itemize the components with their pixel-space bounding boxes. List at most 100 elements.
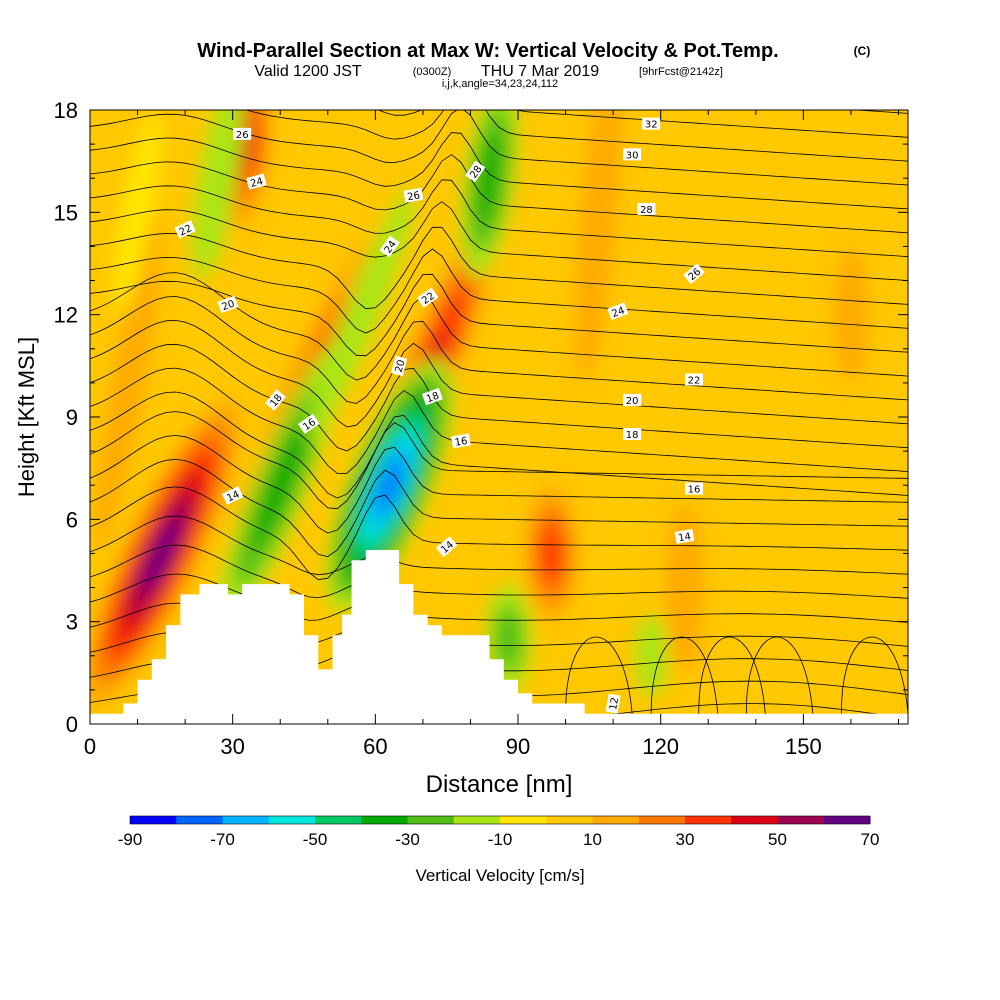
contour-label: 20 <box>391 355 408 377</box>
contour-label: 16 <box>451 433 471 449</box>
isentrope-line <box>90 296 908 404</box>
colorbar-swatch <box>546 816 593 824</box>
colorbar-swatch <box>592 816 640 824</box>
colorbar-swatch <box>407 816 455 824</box>
contour-label-text: 30 <box>626 150 639 161</box>
contour-label-text: 18 <box>425 391 441 406</box>
isentrope-line <box>90 435 908 534</box>
isentrope-line <box>90 110 908 186</box>
contour-label: 16 <box>684 482 703 496</box>
x-tick-label: 150 <box>785 734 822 759</box>
contour-label-text: 24 <box>249 176 264 190</box>
updraft-cell-6 <box>665 502 704 673</box>
contour-label: 20 <box>217 295 239 314</box>
x-axis-label: Distance [nm] <box>426 771 573 798</box>
y-tick-label: 6 <box>66 507 78 532</box>
contour-label-bg <box>421 387 443 406</box>
contour-label-text: 20 <box>221 298 237 313</box>
contour-label-bg <box>174 220 196 239</box>
contour-label-text: 20 <box>626 396 639 407</box>
isentrope-line <box>90 201 908 281</box>
colorbar-tick-label: -70 <box>210 830 235 849</box>
colorbar-tick-label: 10 <box>583 830 602 849</box>
contour-label-bg <box>683 263 705 285</box>
contour-label: 26 <box>403 187 424 203</box>
isentrope-line <box>90 515 908 576</box>
colorbar-tick-label: 30 <box>676 830 695 849</box>
colorbar-label: Vertical Velocity [cm/s] <box>415 866 584 885</box>
contour-label: 22 <box>174 220 196 239</box>
subtitle-params: i,j,k,angle=34,23,24,112 <box>442 78 558 90</box>
colorbar-swatch <box>361 816 408 824</box>
y-axis: 0 3 6 9 12 15 18 <box>54 98 908 737</box>
contour-label-bg <box>403 187 424 203</box>
colorbar-swatch <box>685 816 732 824</box>
y-tick-label: 12 <box>54 303 78 328</box>
x-tick-label: 60 <box>363 734 387 759</box>
chart-title-tag: (C) <box>854 44 871 58</box>
contour-label: 30 <box>623 148 642 161</box>
contour-label-bg <box>623 428 642 441</box>
isentrope-line <box>245 110 908 162</box>
contour-label: 26 <box>233 127 252 141</box>
isentrope-line <box>90 248 908 334</box>
contour-label-bg <box>674 528 695 544</box>
colorbar-tick-label: -50 <box>303 830 328 849</box>
downdraft-cell-1 <box>252 421 308 549</box>
contour-label-bg <box>391 355 408 377</box>
contour-label: 24 <box>246 173 267 190</box>
isentrope-line <box>698 636 766 714</box>
colorbar-swatch <box>638 816 686 824</box>
contour-label-bg <box>623 148 642 161</box>
isentrope-line <box>90 154 908 234</box>
contour-label-text: 18 <box>626 430 639 441</box>
contour-label-bg <box>684 482 703 495</box>
colorbar-swatch <box>315 816 362 824</box>
x-tick-label: 90 <box>506 734 530 759</box>
contour-label-bg <box>435 536 458 558</box>
y-tick-label: 9 <box>66 405 78 430</box>
isentrope-line <box>377 110 908 138</box>
contour-label-bg <box>217 295 239 314</box>
isentrope-line <box>90 132 908 210</box>
chart-title: Wind-Parallel Section at Max W: Vertical… <box>197 40 778 62</box>
contour-label: 14 <box>221 486 244 505</box>
isentrope-line <box>90 458 908 558</box>
isentrope-line <box>90 226 908 310</box>
updraft-cell-0 <box>142 515 181 592</box>
contour-label-bg <box>265 389 286 411</box>
isentrope-line <box>90 411 908 510</box>
colorbar-swatch <box>222 816 270 824</box>
contour-label-bg <box>605 693 621 714</box>
updraft-cell-4 <box>539 523 563 584</box>
contour-label-text: 14 <box>225 489 241 504</box>
downdraft-cell-6 <box>634 614 668 697</box>
colorbar-swatch <box>500 816 547 824</box>
isentrope-line <box>90 179 908 258</box>
subtitle-valid: Valid 1200 JST <box>254 63 362 80</box>
contour-label: 20 <box>623 393 642 407</box>
contour-label-bg <box>451 433 471 449</box>
contour-label: 12 <box>605 693 621 714</box>
contour-label-text: 32 <box>645 120 658 131</box>
contour-label-bg <box>607 302 629 320</box>
colorbar-swatch <box>777 816 825 824</box>
contour-label-bg <box>416 287 439 308</box>
x-tick-label: 30 <box>220 734 244 759</box>
colorbar-swatch <box>453 816 501 824</box>
contour-label-bg <box>623 393 642 406</box>
y-tick-label: 15 <box>54 200 78 225</box>
contour-label-text: 22 <box>688 375 701 386</box>
isentrope-line <box>745 636 814 714</box>
contour-label-text: 22 <box>178 223 194 238</box>
x-tick-label: 120 <box>642 734 679 759</box>
plot-area: 2624222018161426242220181614283230282624… <box>90 110 908 724</box>
isentrope-line <box>90 343 908 452</box>
updraft-cell-8 <box>94 214 162 551</box>
isentrope-line <box>90 486 908 581</box>
isentrope-line <box>90 367 908 474</box>
colorbar-tick-label: 50 <box>768 830 787 849</box>
colorbar-swatch <box>176 816 223 824</box>
downdraft-cell-0 <box>376 458 403 513</box>
